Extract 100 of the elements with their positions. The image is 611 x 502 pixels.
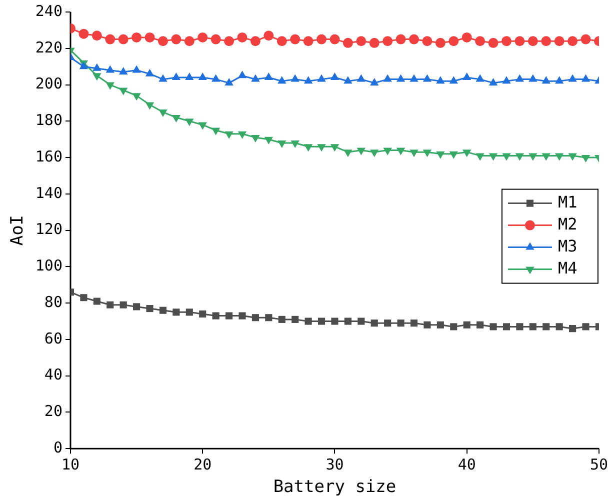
y-tick-label: 220 xyxy=(35,38,62,56)
point xyxy=(580,34,591,44)
y-tick-label: 20 xyxy=(44,402,62,420)
y-tick-label: 0 xyxy=(53,438,62,456)
point xyxy=(344,76,352,84)
point xyxy=(264,30,274,41)
point xyxy=(514,36,525,46)
point xyxy=(185,72,194,80)
point xyxy=(252,314,259,322)
legend-label: M3 xyxy=(558,236,578,256)
point xyxy=(369,38,380,48)
point xyxy=(370,320,378,327)
point xyxy=(303,36,314,46)
point xyxy=(331,318,338,325)
point xyxy=(237,32,248,42)
point xyxy=(424,321,431,328)
point xyxy=(212,312,220,320)
point xyxy=(488,153,498,161)
point xyxy=(569,325,576,332)
point xyxy=(185,118,194,126)
point xyxy=(105,34,116,44)
point xyxy=(92,73,102,81)
point xyxy=(501,36,512,46)
point xyxy=(250,36,260,46)
point xyxy=(78,28,89,39)
point xyxy=(515,153,524,161)
point xyxy=(226,312,233,320)
point xyxy=(344,318,352,325)
point xyxy=(475,36,486,46)
point xyxy=(119,88,128,96)
point xyxy=(410,150,418,158)
point xyxy=(264,72,273,80)
point xyxy=(251,74,260,82)
point xyxy=(118,34,128,44)
point xyxy=(224,78,234,86)
point xyxy=(304,76,313,84)
y-tick-label: 60 xyxy=(44,329,62,348)
point xyxy=(410,320,418,327)
point xyxy=(542,323,550,330)
y-tick-label: 160 xyxy=(35,147,62,166)
point xyxy=(476,153,484,161)
point xyxy=(198,72,207,80)
point xyxy=(264,136,273,144)
point xyxy=(276,36,287,46)
point xyxy=(488,78,498,86)
point xyxy=(502,153,511,161)
point xyxy=(396,34,406,44)
point xyxy=(171,34,182,44)
point xyxy=(330,72,340,80)
point xyxy=(144,32,155,42)
point xyxy=(435,38,446,48)
point xyxy=(436,321,444,328)
y-tick-label: 120 xyxy=(35,220,62,238)
point xyxy=(133,303,140,310)
x-axis-title: Battery size xyxy=(273,477,396,498)
point xyxy=(146,304,154,312)
y-tick-label: 180 xyxy=(35,111,62,130)
point xyxy=(528,36,538,46)
point xyxy=(92,30,102,41)
x-tick-label: 20 xyxy=(194,455,212,474)
point xyxy=(330,34,340,44)
point xyxy=(449,151,458,159)
point xyxy=(555,76,564,84)
point xyxy=(568,36,578,46)
point xyxy=(278,76,286,84)
point xyxy=(292,316,299,323)
point xyxy=(462,72,472,80)
x-tick-label: 30 xyxy=(326,455,344,474)
point xyxy=(304,318,312,325)
point xyxy=(290,34,300,44)
point xyxy=(265,314,272,322)
point xyxy=(316,34,327,44)
point xyxy=(290,74,300,82)
point xyxy=(436,76,445,84)
point xyxy=(554,36,564,46)
point xyxy=(462,32,472,42)
point xyxy=(106,82,114,90)
point xyxy=(568,153,577,161)
point xyxy=(199,310,206,318)
legend-label: M4 xyxy=(558,258,578,278)
point xyxy=(317,74,326,82)
point xyxy=(382,36,393,46)
x-tick-label: 50 xyxy=(590,455,608,474)
point xyxy=(581,74,590,82)
y-tick-label: 140 xyxy=(35,184,62,202)
point xyxy=(172,308,180,316)
point xyxy=(106,301,114,308)
point xyxy=(184,36,194,46)
point xyxy=(476,74,484,82)
point xyxy=(158,74,168,82)
point xyxy=(490,323,497,330)
point xyxy=(502,323,510,330)
legend-label: M1 xyxy=(558,192,578,212)
point xyxy=(384,320,392,327)
point xyxy=(397,320,404,327)
point xyxy=(356,36,366,46)
point xyxy=(462,150,472,158)
point xyxy=(238,312,246,320)
point xyxy=(463,321,470,328)
y-axis-title: AoI xyxy=(8,214,28,246)
